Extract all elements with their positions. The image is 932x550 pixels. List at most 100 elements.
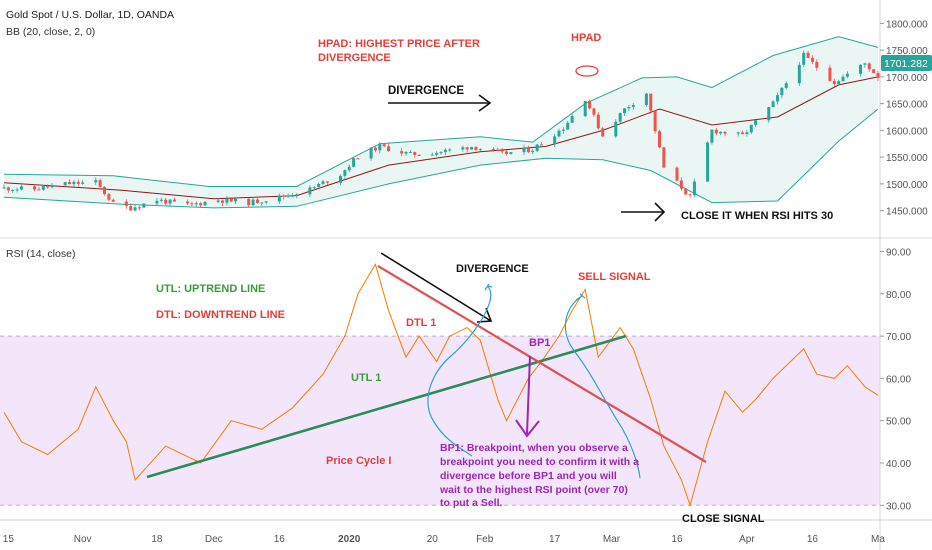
time-axis[interactable]: 15 Nov 18 Dec 16 2020 20 Feb 17 Mar 16 Apr 16 Ma xyxy=(3,534,886,545)
candle-body[interactable] xyxy=(413,151,417,156)
candle-body[interactable] xyxy=(876,73,880,78)
candle-body[interactable] xyxy=(317,183,321,187)
candle-body[interactable] xyxy=(439,152,443,154)
rsi-series[interactable] xyxy=(3,262,879,507)
candle-body[interactable] xyxy=(754,120,758,125)
candle-body[interactable] xyxy=(194,203,198,205)
candle-body[interactable] xyxy=(867,63,871,70)
candle-body[interactable] xyxy=(675,167,679,181)
candle-body[interactable] xyxy=(644,93,648,105)
rsi-axis[interactable]: 90.00 80.00 70.00 60.00 50.00 40.00 30.00 xyxy=(880,247,911,512)
candle-body[interactable] xyxy=(443,149,447,153)
candle-body[interactable] xyxy=(531,150,535,153)
candle-body[interactable] xyxy=(627,106,631,109)
candle-body[interactable] xyxy=(780,87,784,96)
candle-body[interactable] xyxy=(264,201,268,203)
candle-body[interactable] xyxy=(186,201,190,204)
candle-body[interactable] xyxy=(203,201,207,206)
candle-body[interactable] xyxy=(290,195,294,197)
candle-body[interactable] xyxy=(723,131,727,134)
candle-body[interactable] xyxy=(767,107,771,121)
candle-body[interactable] xyxy=(76,181,80,184)
candle-body[interactable] xyxy=(63,182,67,186)
candle-body[interactable] xyxy=(382,144,386,147)
candle-body[interactable] xyxy=(251,199,255,206)
candle-body[interactable] xyxy=(872,69,876,74)
candle-body[interactable] xyxy=(741,132,745,135)
candlestick-series[interactable] xyxy=(2,50,880,212)
rsi-line[interactable] xyxy=(3,262,879,507)
candle-body[interactable] xyxy=(277,195,281,202)
candle-body[interactable] xyxy=(736,132,740,134)
candle-body[interactable] xyxy=(745,132,749,135)
candle-body[interactable] xyxy=(164,199,168,204)
candle-body[interactable] xyxy=(37,189,41,191)
bb-indicator-label[interactable]: BB (20, close, 2, 0) xyxy=(6,26,95,38)
candle-body[interactable] xyxy=(684,188,688,195)
candle-body[interactable] xyxy=(159,199,163,201)
candle-body[interactable] xyxy=(81,182,85,184)
candle-body[interactable] xyxy=(15,189,19,191)
candle-body[interactable] xyxy=(229,198,233,202)
candle-body[interactable] xyxy=(98,180,102,187)
candle-body[interactable] xyxy=(216,200,220,202)
candle-body[interactable] xyxy=(828,67,832,81)
candle-body[interactable] xyxy=(526,147,530,153)
candle-body[interactable] xyxy=(719,131,723,134)
candle-body[interactable] xyxy=(596,114,600,129)
candle-body[interactable] xyxy=(688,194,692,196)
candle-body[interactable] xyxy=(312,186,316,188)
candle-body[interactable] xyxy=(496,149,500,151)
candle-body[interactable] xyxy=(806,52,810,58)
candle-body[interactable] xyxy=(561,129,565,131)
candle-body[interactable] xyxy=(802,52,806,65)
candle-body[interactable] xyxy=(614,121,618,137)
candle-body[interactable] xyxy=(583,100,587,117)
candle-body[interactable] xyxy=(111,199,115,202)
candle-body[interactable] xyxy=(107,194,111,200)
downtrend-line-dtl1[interactable] xyxy=(377,265,707,463)
rsi-indicator-label[interactable]: RSI (14, close) xyxy=(6,248,75,260)
candle-body[interactable] xyxy=(19,186,23,190)
candle-body[interactable] xyxy=(11,190,15,192)
candle-body[interactable] xyxy=(400,151,404,154)
candle-body[interactable] xyxy=(435,152,439,155)
candle-body[interactable] xyxy=(68,182,72,185)
candle-body[interactable] xyxy=(325,181,329,183)
candle-body[interactable] xyxy=(461,147,465,150)
candle-body[interactable] xyxy=(478,149,482,151)
candle-body[interactable] xyxy=(199,203,203,206)
candle-body[interactable] xyxy=(124,201,128,206)
candle-body[interactable] xyxy=(260,202,264,204)
candle-body[interactable] xyxy=(343,170,347,176)
candle-body[interactable] xyxy=(352,158,356,167)
candle-body[interactable] xyxy=(692,181,696,196)
candle-body[interactable] xyxy=(775,95,779,102)
candle-body[interactable] xyxy=(618,113,622,122)
candle-body[interactable] xyxy=(387,146,391,152)
candle-body[interactable] xyxy=(234,198,238,202)
candle-body[interactable] xyxy=(308,187,312,195)
candle-body[interactable] xyxy=(142,203,146,208)
candle-body[interactable] xyxy=(133,207,137,211)
candle-body[interactable] xyxy=(557,130,561,137)
candle-body[interactable] xyxy=(706,142,710,182)
candle-body[interactable] xyxy=(714,129,718,134)
candle-body[interactable] xyxy=(137,207,141,209)
candle-body[interactable] xyxy=(295,194,299,196)
candle-body[interactable] xyxy=(474,146,478,150)
candle-body[interactable] xyxy=(168,199,172,204)
candle-body[interactable] xyxy=(417,155,421,157)
candle-body[interactable] xyxy=(592,108,596,115)
candle-body[interactable] xyxy=(338,175,342,183)
candle-body[interactable] xyxy=(347,166,351,171)
candle-body[interactable] xyxy=(601,128,605,137)
candle-body[interactable] xyxy=(771,101,775,108)
candle-body[interactable] xyxy=(522,147,526,153)
candle-body[interactable] xyxy=(247,198,251,206)
candle-body[interactable] xyxy=(103,186,107,195)
candle-body[interactable] xyxy=(662,147,666,168)
candle-body[interactable] xyxy=(832,80,836,84)
candle-body[interactable] xyxy=(859,64,863,74)
